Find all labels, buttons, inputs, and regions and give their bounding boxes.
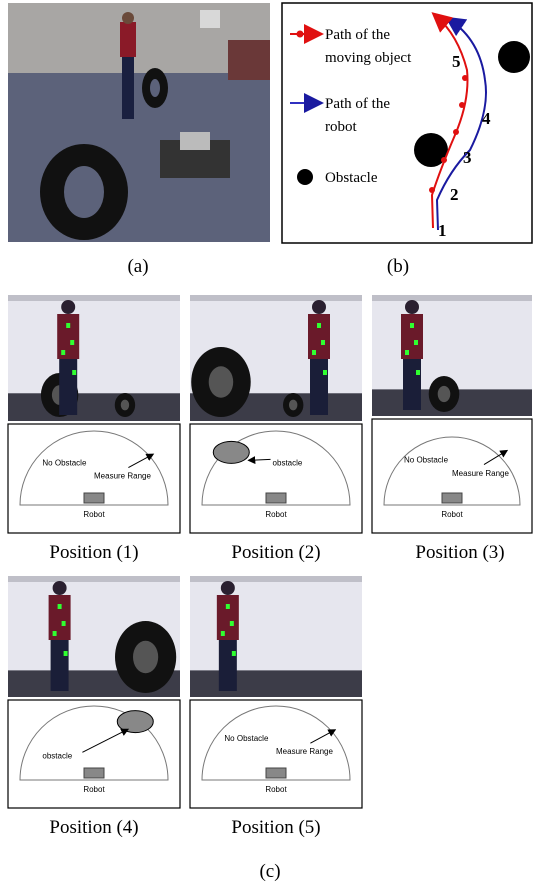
tracking-marker xyxy=(221,631,225,636)
panel-label: (c) xyxy=(259,861,280,882)
person-legs xyxy=(310,359,328,415)
photo-wall-line xyxy=(8,295,180,301)
person-torso xyxy=(57,314,79,359)
person-torso xyxy=(49,595,71,640)
tracking-marker xyxy=(62,621,66,626)
position-caption: Position (1) xyxy=(49,542,138,563)
diagram-label: Measure Range xyxy=(452,469,509,478)
position-caption: Position (2) xyxy=(231,542,320,563)
tracking-marker xyxy=(66,323,70,328)
photo-floor xyxy=(190,670,362,697)
waypoint-label: 2 xyxy=(450,185,459,204)
figure: (a) Path of the moving object Path of th… xyxy=(0,0,537,884)
photo-wall-line xyxy=(372,295,532,301)
robot-label: Robot xyxy=(83,510,105,519)
obstacle-blob xyxy=(117,711,153,733)
tire-hole xyxy=(209,366,234,398)
tracking-marker xyxy=(321,340,325,345)
position-caption: Position (5) xyxy=(231,817,320,838)
legend-text: Path of the xyxy=(325,96,390,112)
tracking-marker xyxy=(70,340,74,345)
legend-text: robot xyxy=(325,119,357,135)
tracking-marker xyxy=(232,651,236,656)
diagram-label: No Obstacle xyxy=(224,734,269,743)
person-legs xyxy=(219,640,237,691)
legend-text: Obstacle xyxy=(325,170,378,186)
tracking-marker xyxy=(416,370,420,375)
robot-label: Robot xyxy=(265,785,287,794)
tracking-marker xyxy=(226,604,230,609)
panel-label: (b) xyxy=(387,256,409,277)
tire-hole xyxy=(289,400,297,411)
robot-label: Robot xyxy=(83,785,105,794)
robot-icon xyxy=(266,768,286,778)
tracking-marker xyxy=(53,631,57,636)
tracking-marker xyxy=(230,621,234,626)
photo-a xyxy=(8,3,270,242)
obstacle-blob xyxy=(213,441,249,463)
tracking-marker xyxy=(410,323,414,328)
person-head xyxy=(312,300,326,314)
tracking-marker xyxy=(323,370,327,375)
tire-hole xyxy=(121,400,129,411)
tracking-marker xyxy=(61,350,65,355)
person-torso xyxy=(401,314,423,359)
legend-text: moving object xyxy=(325,50,412,66)
waypoint-label: 5 xyxy=(452,52,461,71)
tracking-marker xyxy=(405,350,409,355)
diagram-label: No Obstacle xyxy=(404,455,449,464)
diagram-label: Measure Range xyxy=(276,747,333,756)
waypoint-label: 4 xyxy=(482,109,491,128)
photo-wall-line xyxy=(8,576,180,582)
robot-icon xyxy=(84,768,104,778)
legend-text: Path of the xyxy=(325,27,390,43)
path-diagram xyxy=(282,3,532,243)
robot-label: Robot xyxy=(441,510,463,519)
photo-floor xyxy=(8,393,180,421)
diagram-label: obstacle xyxy=(42,751,72,760)
robot-icon xyxy=(442,493,462,503)
photo-wall-line xyxy=(190,576,362,582)
person-head xyxy=(405,300,419,314)
person-legs xyxy=(403,359,421,410)
robot-label: Robot xyxy=(265,510,287,519)
tracking-marker xyxy=(317,323,321,328)
diagram-label: No Obstacle xyxy=(42,458,87,467)
photo-wall-line xyxy=(190,295,362,301)
tracking-marker xyxy=(58,604,62,609)
person-legs xyxy=(51,640,69,691)
position-caption: Position (3) xyxy=(415,542,504,563)
person-legs xyxy=(59,359,77,415)
tire-hole xyxy=(438,386,451,402)
person-head xyxy=(53,581,67,595)
diagram-label: obstacle xyxy=(273,458,303,467)
position-caption: Position (4) xyxy=(49,817,138,838)
tracking-marker xyxy=(312,350,316,355)
person-torso xyxy=(217,595,239,640)
person-torso xyxy=(308,314,330,359)
tracking-marker xyxy=(64,651,68,656)
diagram-label: Measure Range xyxy=(94,472,151,481)
tracking-marker xyxy=(414,340,418,345)
person-head xyxy=(221,581,235,595)
waypoint-label: 3 xyxy=(463,148,472,167)
person-head xyxy=(61,300,75,314)
robot-icon xyxy=(84,493,104,503)
robot-icon xyxy=(266,493,286,503)
waypoint-label: 1 xyxy=(438,221,447,240)
tracking-marker xyxy=(72,370,76,375)
tire-hole xyxy=(133,641,158,673)
panel-label: (a) xyxy=(127,256,148,277)
